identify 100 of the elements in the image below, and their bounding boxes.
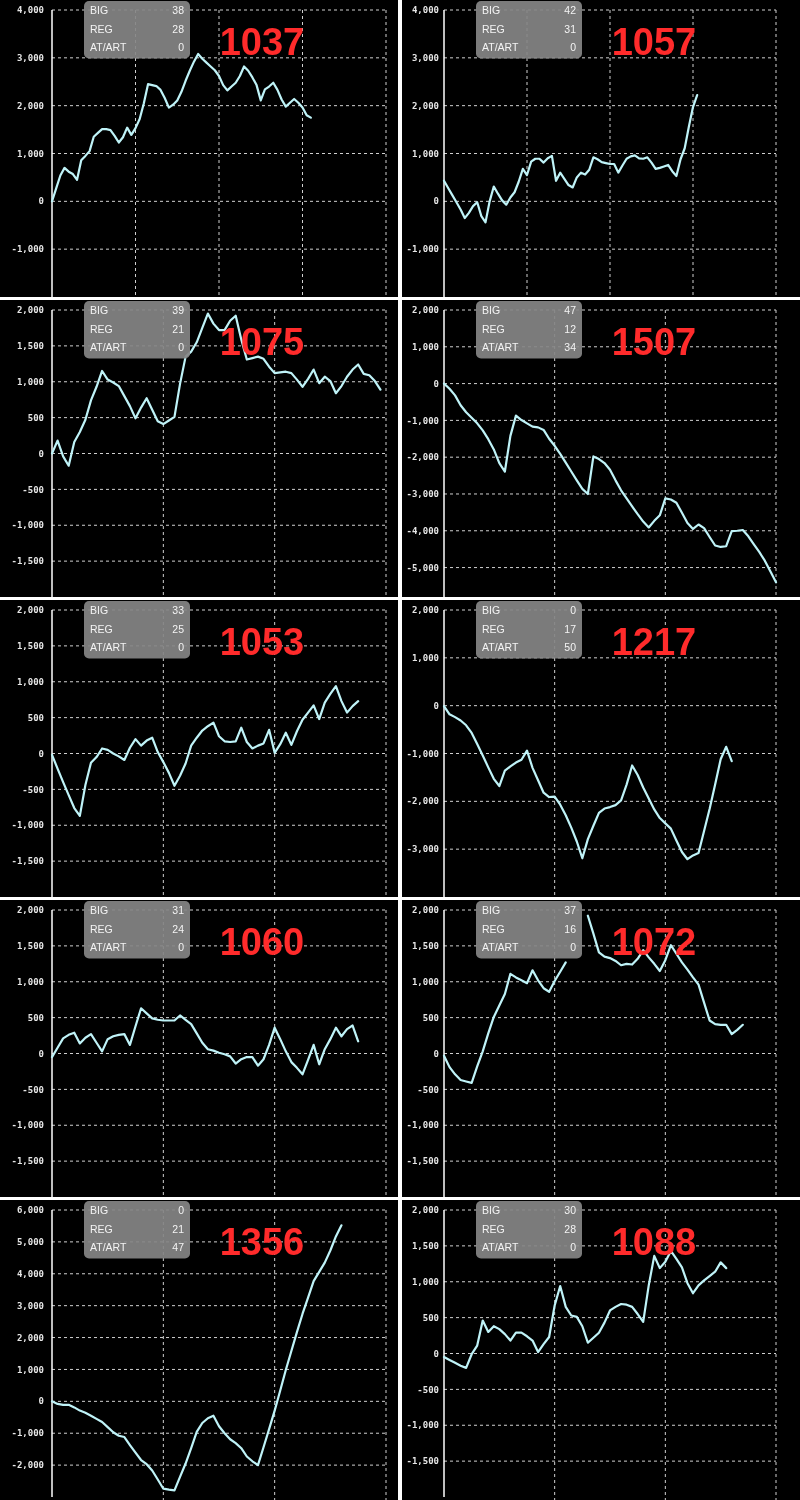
y-tick-label: 4,000 [411, 5, 439, 16]
y-tick-label: -1,500 [11, 1156, 44, 1167]
annotation: AT/ART [90, 341, 127, 353]
y-tick-label: -500 [22, 784, 44, 795]
y-tick-label: 1,500 [16, 941, 44, 952]
y-tick-label: 500 [422, 1012, 439, 1023]
annotation: REG [482, 322, 505, 335]
y-tick-label: 3,000 [16, 1300, 44, 1311]
annotation: BIG [482, 604, 501, 616]
y-tick-label: -1,500 [406, 1156, 439, 1167]
y-tick-label: 0 [38, 1396, 44, 1407]
y-tick-label: 2,000 [411, 905, 439, 916]
y-tick-label: -2,000 [406, 796, 439, 807]
y-tick-label: 1,500 [411, 1241, 439, 1252]
y-tick-label: 1,000 [16, 976, 44, 987]
y-tick-label: 2,000 [16, 305, 44, 316]
annotation: 50 [564, 641, 577, 653]
annotation: AT/ART [90, 941, 127, 953]
y-tick-label: -1,000 [11, 1428, 44, 1439]
y-tick-label: 3,000 [16, 52, 44, 63]
line-series [50, 312, 382, 467]
annotation: 0 [570, 1241, 577, 1253]
y-tick-label: 500 [27, 712, 44, 723]
y-tick-label: -500 [417, 1384, 439, 1395]
annotation: BIG [90, 1204, 109, 1216]
chart-title: 1217 [611, 621, 697, 663]
y-tick-label: 0 [433, 700, 439, 711]
annotation: 0 [178, 341, 185, 353]
y-tick-label: 1,000 [411, 341, 439, 352]
y-tick-label: -1,000 [406, 1120, 439, 1131]
y-tick-label: 6,000 [16, 1205, 44, 1216]
y-tick-label: 1,500 [16, 641, 44, 652]
chart-title: 1053 [219, 621, 305, 663]
annotation: 33 [172, 604, 185, 616]
y-tick-label: -3,000 [406, 844, 439, 855]
y-tick-label: -1,000 [406, 415, 439, 426]
y-tick-label: 1,500 [16, 341, 44, 352]
annotation: 47 [172, 1241, 185, 1253]
y-tick-label: 1,000 [411, 1276, 439, 1287]
y-tick-label: 2,000 [16, 605, 44, 616]
annotation: REG [90, 22, 113, 35]
y-tick-label: -5,000 [406, 562, 439, 573]
chart-title: 1060 [219, 921, 305, 963]
annotation: 42 [564, 4, 577, 16]
y-tick-label: 0 [38, 448, 44, 459]
annotation: BIG [90, 4, 109, 16]
annotation: AT/ART [482, 41, 519, 53]
annotation: AT/ART [90, 1241, 127, 1253]
line-series [50, 1224, 343, 1492]
y-tick-label: -1,000 [406, 244, 439, 255]
annotation: 28 [172, 22, 185, 35]
line-series [50, 684, 360, 818]
annotation: 31 [564, 22, 577, 35]
annotation: REG [90, 1222, 113, 1235]
annotation: 25 [172, 622, 185, 635]
chart-title: 1072 [611, 921, 697, 963]
y-tick-label: -1,000 [11, 520, 44, 531]
y-tick-label: 2,000 [411, 1205, 439, 1216]
y-tick-label: 1,000 [16, 376, 44, 387]
annotation: 0 [570, 41, 577, 53]
annotation: 30 [564, 1204, 577, 1216]
y-tick-label: 1,000 [411, 976, 439, 987]
y-tick-label: -1,000 [11, 1120, 44, 1131]
annotation: REG [482, 622, 505, 635]
y-tick-label: 1,000 [16, 676, 44, 687]
chart-title: 1088 [611, 1221, 697, 1263]
y-tick-label: 3,000 [411, 52, 439, 63]
annotation: 21 [172, 322, 185, 335]
annotation: 38 [172, 4, 185, 16]
annotation: REG [90, 322, 113, 335]
y-tick-label: -2,000 [11, 1460, 44, 1471]
y-tick-label: 0 [38, 748, 44, 759]
y-tick-label: -2,000 [406, 452, 439, 463]
y-tick-label: -500 [22, 1084, 44, 1095]
annotation: BIG [482, 4, 501, 16]
y-tick-label: -1,500 [11, 556, 44, 567]
annotation: 47 [564, 304, 577, 316]
annotation: AT/ART [90, 641, 127, 653]
annotation: 21 [172, 1222, 185, 1235]
y-tick-label: 2,000 [411, 605, 439, 616]
y-tick-label: 0 [38, 1048, 44, 1059]
annotation: 24 [172, 922, 185, 935]
y-tick-label: 2,000 [16, 1332, 44, 1343]
annotation: REG [90, 922, 113, 935]
y-tick-label: -1,000 [406, 748, 439, 759]
annotation: 0 [178, 941, 185, 953]
y-tick-label: 4,000 [16, 5, 44, 16]
y-tick-label: -1,500 [406, 1456, 439, 1467]
line-series [50, 1007, 360, 1076]
y-tick-label: 0 [433, 196, 439, 207]
annotation: REG [482, 1222, 505, 1235]
annotation: 37 [564, 904, 577, 916]
annotation: REG [482, 922, 505, 935]
annotation: AT/ART [482, 641, 519, 653]
y-tick-label: 1,000 [16, 148, 44, 159]
annotation: REG [90, 622, 113, 635]
y-tick-label: 2,000 [411, 100, 439, 111]
chart-title: 1507 [611, 321, 697, 363]
y-tick-label: 1,500 [411, 941, 439, 952]
y-tick-label: -1,000 [11, 244, 44, 255]
